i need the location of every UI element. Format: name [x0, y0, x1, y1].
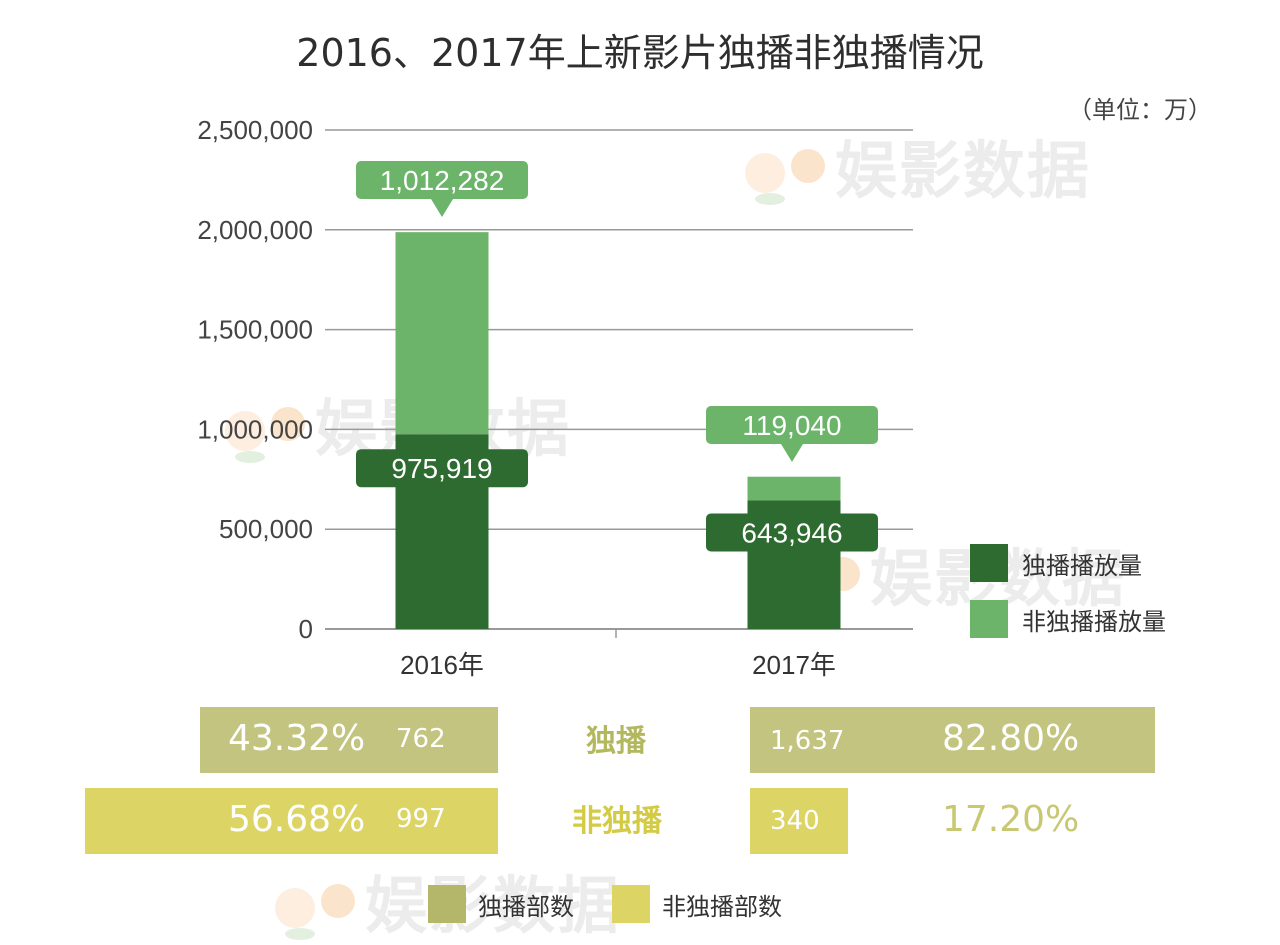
count-2016-non-exclusive: 997 — [396, 804, 446, 834]
bar-2017-exclusive-count — [750, 707, 1155, 773]
data-label-2017-non-exclusive-text: 119,040 — [742, 410, 841, 441]
data-label-2017-non-exclusive-box — [706, 406, 878, 444]
legend-label-non-exclusive-count: 非独播部数 — [662, 892, 782, 921]
percent-2016-non-exclusive: 56.68% — [228, 799, 366, 840]
unit-label: （单位：万） — [1068, 96, 1212, 124]
x-tick-label-1: 2017年 — [752, 650, 836, 680]
legend-swatch-non-exclusive — [970, 600, 1008, 638]
data-label-2016-exclusive-box — [356, 449, 528, 488]
data-label-2017-exclusive-text: 643,946 — [741, 517, 842, 548]
category-non-exclusive: 非独播 — [572, 804, 662, 839]
data-label-2016-non-exclusive-box — [356, 161, 528, 199]
category-exclusive: 独播 — [586, 724, 646, 759]
data-label-2016-non-exclusive-text: 1,012,282 — [380, 165, 505, 196]
x-tick-label-0: 2016年 — [400, 650, 484, 680]
percent-2017-non-exclusive: 17.20% — [942, 799, 1080, 840]
data-label-2017-non-exclusive-pointer — [781, 444, 803, 462]
watermark-top-right: 娱影数据 — [745, 120, 1091, 210]
percent-2017-exclusive: 82.80% — [942, 718, 1080, 759]
stacked-bar-chart: 0 500,000 1,000,000 1,500,000 2,000,000 2,500… — [197, 115, 913, 680]
percent-2016-exclusive: 43.32% — [228, 718, 366, 759]
legend-label-exclusive-count: 独播部数 — [478, 892, 574, 921]
bar-2017年-非独播播放量 — [747, 476, 841, 501]
count-2017-exclusive: 1,637 — [770, 726, 845, 756]
data-label-2016-exclusive-text: 975,919 — [391, 453, 492, 484]
watermark-bottom: 娱影数据 — [275, 855, 621, 945]
y-tick-label-0: 0 — [299, 614, 313, 644]
count-2016-exclusive: 762 — [396, 724, 446, 754]
data-label-2017-exclusive-box — [706, 513, 878, 552]
data-label-2016-non-exclusive-pointer — [431, 199, 453, 217]
chart-title: 2016、2017年上新影片独播非独播情况 — [296, 31, 984, 75]
y-tick-label-4: 2,000,000 — [197, 215, 313, 245]
legend-label-non-exclusive: 非独播播放量 — [1022, 607, 1166, 636]
count-2017-non-exclusive: 340 — [770, 806, 820, 836]
bar-2016-exclusive-count — [200, 707, 498, 773]
legend-swatch-exclusive-count — [428, 885, 466, 923]
bar-2017-non-exclusive-count — [750, 788, 848, 854]
legend-label-exclusive: 独播播放量 — [1022, 551, 1142, 580]
y-tick-label-3: 1,500,000 — [197, 315, 313, 345]
legend-item-exclusive-plays: 独播播放量 — [970, 544, 1142, 582]
legend-exclusive-count: 独播部数 — [428, 885, 574, 923]
legend-item-non-exclusive-plays: 非独播播放量 — [970, 600, 1166, 638]
bar-2016-non-exclusive-count — [85, 788, 498, 854]
bar-2016年-非独播播放量 — [395, 232, 489, 435]
y-tick-label-1: 500,000 — [219, 514, 313, 544]
y-tick-label-2: 1,000,000 — [197, 414, 313, 444]
y-tick-label-5: 2,500,000 — [197, 115, 313, 145]
legend-swatch-non-exclusive-count — [612, 885, 650, 923]
legend-swatch-exclusive — [970, 544, 1008, 582]
legend-non-exclusive-count: 非独播部数 — [612, 885, 782, 923]
